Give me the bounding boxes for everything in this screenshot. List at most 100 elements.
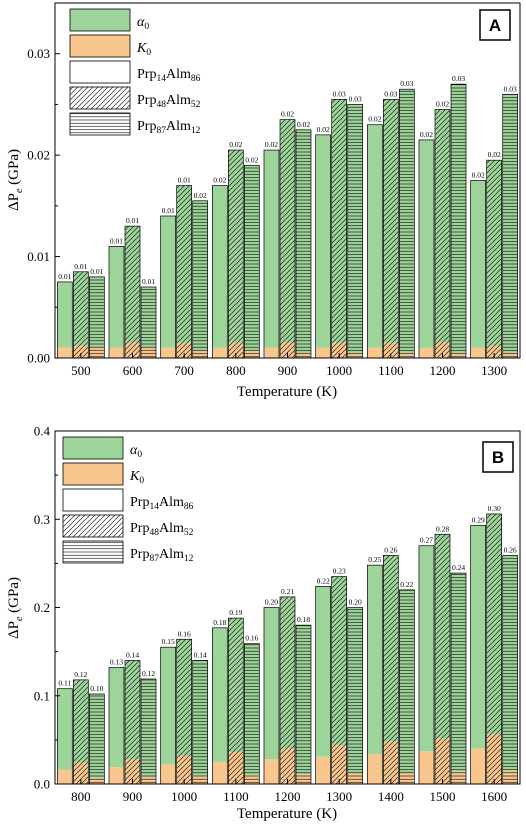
panel-b-bar-outline-prp48alm52 <box>331 576 348 785</box>
panel-b-data-label: 0.14 <box>126 650 139 659</box>
panel-a-ytick-label: 0.03 <box>27 46 50 61</box>
legend-label-comp1: Prp14Alm86 <box>130 495 194 512</box>
panel-a-bar-outline-prp87alm12 <box>502 93 519 359</box>
panel-a-bar-k0-prp14alm86 <box>418 347 434 358</box>
panel-b-data-label: 0.18 <box>297 615 310 624</box>
legend-label-k0: K0 <box>136 41 151 58</box>
panel-b-data-label: 0.15 <box>162 637 175 646</box>
legend-swatch-comp1 <box>62 488 124 512</box>
panel-b-plot-frame <box>54 430 521 785</box>
panel-a-bar-outline-prp87alm12 <box>192 200 209 359</box>
panel-a-data-label: 0.02 <box>420 130 433 139</box>
legend-label-alpha: α0 <box>137 15 149 32</box>
legend-swatch-alpha <box>69 8 131 32</box>
panel-b-xlabel: Temperature (K) <box>237 806 337 822</box>
panel-a-bar-alpha-prp14alm86 <box>263 150 279 348</box>
panel-a-bar-alpha-prp14alm86 <box>108 246 124 348</box>
legend-label-k0: K0 <box>129 469 144 486</box>
panel-b-data-label: 0.16 <box>178 629 191 638</box>
panel-b-data-label: 0.13 <box>110 658 123 667</box>
panel-a-data-label: 0.02 <box>194 191 207 200</box>
panel-a-bar-k0-prp14alm86 <box>108 347 124 358</box>
panel-a-data-label: 0.02 <box>229 140 242 149</box>
panel-a-bar-alpha-prp14alm86 <box>367 124 383 348</box>
panel-b-xtick-label: 800 <box>71 789 91 804</box>
panel-a-data-label: 0.03 <box>452 74 465 83</box>
panel-a-data-label: 0.01 <box>74 262 87 271</box>
panel-a-data-label: 0.02 <box>213 176 226 185</box>
panel-a-data-label: 0.02 <box>472 171 485 180</box>
panel-b-data-label: 0.12 <box>142 669 155 678</box>
panel-b-bar-k0-prp14alm86 <box>57 769 73 784</box>
panel-b-bar-outline-prp87alm12 <box>89 693 105 785</box>
panel-a-legend: α0 K0 Prp14Alm86 Prp48Alm52 Prp87Alm12 <box>69 8 201 136</box>
panel-b-bar-outline-prp48alm52 <box>279 596 296 785</box>
panel-a-bar-outline-prp48alm52 <box>124 225 141 359</box>
legend-swatch-comp2 <box>69 86 131 110</box>
panel-b-bar-k0-prp14alm86 <box>367 754 383 784</box>
panel-b-xtick-label: 1300 <box>326 789 352 804</box>
panel-a-tag-box <box>479 9 511 41</box>
panel-a-bar-outline-prp48alm52 <box>434 109 451 359</box>
panel-b-bar-outline-prp87alm12 <box>347 607 364 785</box>
panel-b-data-label: 0.16 <box>245 634 258 643</box>
panel-b: 0.11 0.13 0.15 0.18 0.20 0.22 0.25 0.27 0.29 0.12… <box>6 424 521 822</box>
panel-b-bar-outline-prp87alm12 <box>450 572 467 785</box>
panel-a-data-label: 0.03 <box>400 79 413 88</box>
panel-b-data-label: 0.30 <box>488 504 501 513</box>
panel-a-ytick-label: 0.00 <box>27 351 50 366</box>
panel-b-data-label: 0.22 <box>317 576 330 585</box>
panel-b-bar-outline-prp48alm52 <box>227 617 244 785</box>
panel-a-data-label: 0.01 <box>126 216 139 225</box>
panel-b-data-label: 0.26 <box>384 545 397 554</box>
panel-a-xtick-label: 1100 <box>378 363 404 378</box>
panel-a-xtick-label: 700 <box>174 363 194 378</box>
panel-b-xtick-label: 1600 <box>481 789 507 804</box>
panel-b-data-label: 0.10 <box>90 684 103 693</box>
panel-b-bar-alpha-prp14alm86 <box>160 647 176 765</box>
panel-b-data-label: 0.29 <box>472 515 485 524</box>
legend-swatch-comp3 <box>62 540 124 564</box>
panel-b-tag: B <box>492 448 504 467</box>
panel-b-data-label: 0.27 <box>420 536 433 545</box>
panel-b-data-label: 0.24 <box>452 563 465 572</box>
legend-label-comp2: Prp48Alm52 <box>130 521 194 538</box>
panel-b-data-label: 0.11 <box>58 679 71 688</box>
panel-b-bar-k0-prp14alm86 <box>160 764 176 784</box>
panel-a-bar-alpha-prp14alm86 <box>57 281 73 348</box>
panel-a-ylabel: ΔPe (GPa) <box>6 149 25 211</box>
panel-a-xtick-label: 1200 <box>430 363 456 378</box>
panel-b-bars: 0.11 0.13 0.15 0.18 0.20 0.22 0.25 0.27 0.29 0.12… <box>56 504 519 785</box>
panel-b-bar-outline-prp48alm52 <box>72 679 89 785</box>
legend-swatch-comp2 <box>62 514 124 538</box>
panel-a-ytick-label: 0.01 <box>27 249 50 264</box>
panel-a-bar-k0-prp14alm86 <box>470 347 486 358</box>
panel-b-bar-outline-prp48alm52 <box>124 660 141 785</box>
panel-b-ytick-label: 0.4 <box>34 424 51 439</box>
panel-a-bar-k0-prp14alm86 <box>367 347 383 358</box>
panel-a-xtick-label: 600 <box>123 363 143 378</box>
panel-a-bar-k0-prp14alm86 <box>212 347 228 358</box>
panel-b-data-label: 0.23 <box>333 567 346 576</box>
panel-b-bar-k0-prp14alm86 <box>212 761 228 784</box>
legend-label-comp2: Prp48Alm52 <box>137 93 201 110</box>
panel-a-bar-outline-prp48alm52 <box>227 149 244 359</box>
panel-a-bar-alpha-prp14alm86 <box>212 185 228 348</box>
legend-label-comp3: Prp87Alm12 <box>130 547 194 564</box>
panel-a-data-label: 0.02 <box>265 140 278 149</box>
legend-label-comp1: Prp14Alm86 <box>137 67 201 84</box>
legend-swatch-comp3 <box>69 112 131 136</box>
panel-a-bar-alpha-prp14alm86 <box>315 134 331 348</box>
panel-a: 0.010.010.010.020.020.020.020.020.020.01… <box>6 2 521 400</box>
panel-b-bar-outline-prp87alm12 <box>140 678 157 785</box>
panel-b-data-label: 0.21 <box>281 587 294 596</box>
panel-a-bar-outline-prp48alm52 <box>279 119 296 359</box>
panel-a-data-label: 0.01 <box>58 272 71 281</box>
panel-a-bar-outline-prp87alm12 <box>347 104 364 359</box>
panel-a-data-label: 0.02 <box>245 155 258 164</box>
panel-b-bar-outline-prp48alm52 <box>176 638 193 785</box>
panel-b-xtick-label: 1100 <box>223 789 249 804</box>
panel-b-tag-box <box>482 441 514 473</box>
panel-b-ylabel: ΔPe (GPa) <box>6 577 25 639</box>
